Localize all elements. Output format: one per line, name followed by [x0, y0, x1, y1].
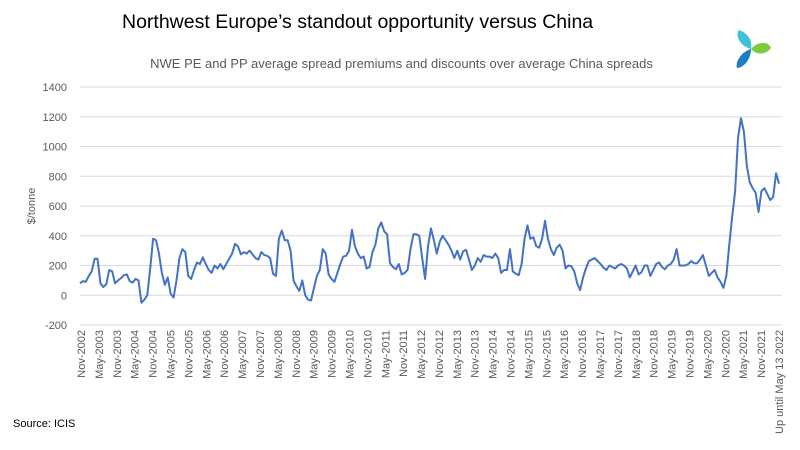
x-tick-label: Nov-2014 [506, 330, 518, 378]
x-tick-label: Nov-2019 [685, 330, 697, 378]
x-tick-label: Nov-2008 [291, 330, 303, 378]
x-tick-label: May-2017 [595, 330, 607, 379]
chart-subtitle: NWE PE and PP average spread premiums an… [150, 56, 653, 71]
x-tick-label: Nov-2020 [720, 330, 732, 378]
x-tick-label: Nov-2003 [112, 330, 124, 378]
x-tick-label: May-2015 [523, 330, 535, 379]
x-tick-label: May-2010 [344, 330, 356, 379]
source-note: Source: ICIS [13, 418, 76, 430]
x-tick-label: Nov-2002 [76, 330, 88, 378]
x-tick-label: Nov-2004 [148, 330, 160, 378]
y-tick-label: 1200 [43, 112, 67, 124]
x-tick-label: May-2011 [380, 330, 392, 378]
x-tick-label: Nov-2021 [756, 330, 768, 378]
chart-title: Northwest Europe’s standout opportunity … [122, 11, 594, 33]
x-tick-label: May-2021 [738, 330, 750, 379]
x-tick-label: Nov-2005 [183, 330, 195, 378]
x-tick-label: May-2014 [488, 330, 500, 379]
x-tick-label: Nov-2016 [577, 330, 589, 378]
x-tick-label: Nov-2015 [541, 330, 553, 378]
y-axis-ticks: -200 0 200 400 600 800 1000 1200 1400 [43, 82, 67, 332]
x-tick-label: May-2012 [416, 330, 428, 379]
x-tick-label: Nov-2018 [649, 330, 661, 378]
y-tick-label: 0 [61, 290, 67, 302]
series-line [79, 117, 780, 304]
x-tick-label: May-2018 [631, 330, 643, 379]
y-tick-label: 600 [49, 201, 67, 213]
x-tick-label: May-2019 [667, 330, 679, 379]
x-tick-label: May-2003 [94, 330, 106, 379]
x-tick-label: Nov-2017 [613, 330, 625, 378]
x-tick-label: Nov-2006 [219, 330, 231, 378]
y-tick-label: 1000 [43, 142, 67, 154]
y-tick-label: 800 [49, 171, 67, 183]
y-tick-label: 1400 [43, 82, 67, 94]
gridlines [80, 86, 781, 326]
x-tick-label: May-2013 [452, 330, 464, 379]
icis-logo-icon [736, 30, 771, 68]
y-axis-label: $/tonne [26, 188, 38, 225]
x-tick-label: May-2004 [130, 330, 142, 379]
x-tick-label: Nov-2007 [255, 330, 267, 378]
x-tick-label: Nov-2010 [362, 330, 374, 378]
x-tick-label: May-2016 [559, 330, 571, 379]
x-tick-label: Up until May 13 2022 [774, 330, 786, 434]
x-tick-label: May-2006 [201, 330, 213, 379]
x-tick-label: May-2008 [273, 330, 285, 379]
x-tick-label: Nov-2009 [327, 330, 339, 378]
x-tick-label: May-2007 [237, 330, 249, 379]
x-axis-ticks: Nov-2002 May-2003 Nov-2003 May-2004 Nov-2004… [76, 330, 786, 434]
x-tick-label: Nov-2011 [398, 330, 410, 377]
x-tick-label: May-2020 [702, 330, 714, 379]
y-tick-label: 400 [49, 231, 67, 243]
y-tick-label: 200 [49, 261, 67, 273]
x-tick-label: May-2005 [165, 330, 177, 379]
x-tick-label: Nov-2013 [470, 330, 482, 378]
x-tick-label: Nov-2012 [434, 330, 446, 378]
x-tick-label: May-2009 [309, 330, 321, 379]
y-tick-label: -200 [45, 320, 67, 332]
